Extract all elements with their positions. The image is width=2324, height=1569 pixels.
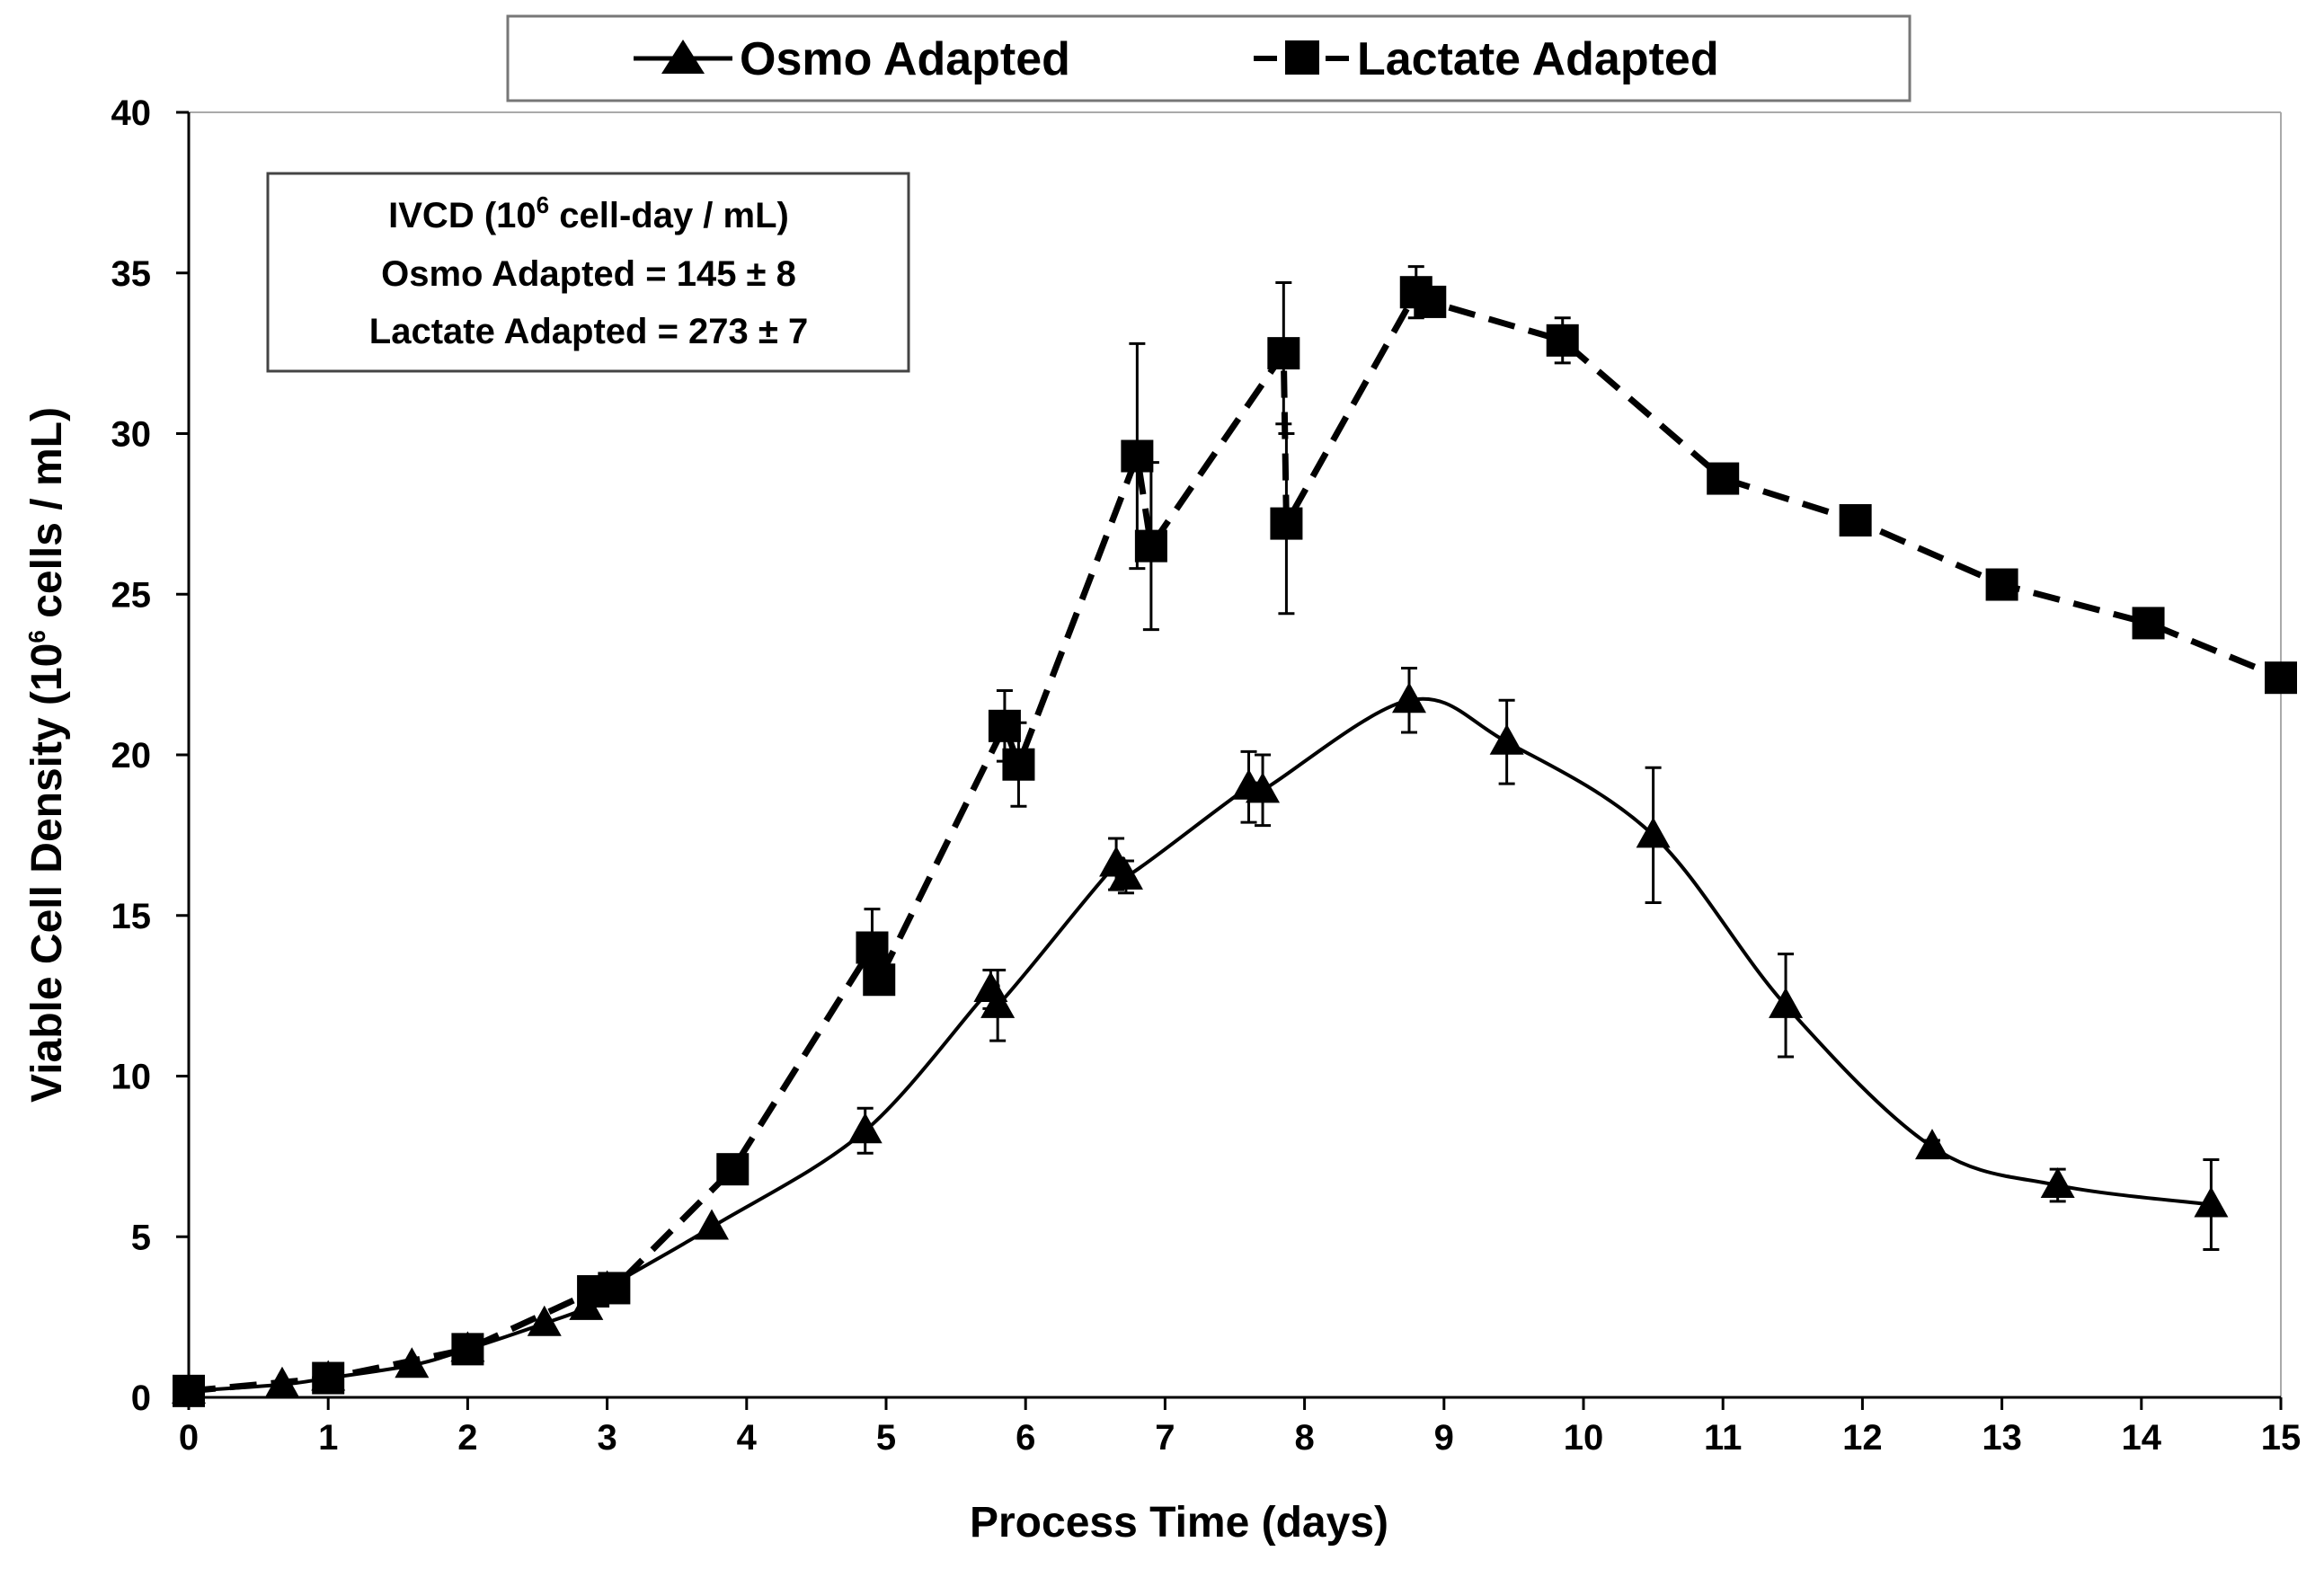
- lactate-data-point: [1002, 748, 1035, 781]
- annotation-frame: [266, 172, 910, 373]
- annotation-line-1-pre: IVCD (10: [388, 196, 537, 235]
- y-tick-label: 25: [111, 575, 152, 615]
- x-tick-label: 2: [457, 1418, 477, 1458]
- osmo-data-point: [569, 1289, 604, 1320]
- legend-osmo-label: Osmo Adapted: [740, 33, 1070, 85]
- x-tick-label: 1: [318, 1418, 338, 1458]
- osmo-data-point: [311, 1360, 346, 1391]
- x-tick-label: 14: [2122, 1418, 2162, 1458]
- y-tick-label: 15: [111, 897, 152, 936]
- annotation-line-3: Lactate Adapted = 273 ± 7: [369, 312, 808, 351]
- x-tick-label: 7: [1155, 1418, 1175, 1458]
- legend-osmo-triangle-icon: [661, 40, 705, 74]
- lactate-data-point: [1267, 337, 1300, 370]
- osmo-data-point: [527, 1305, 562, 1336]
- x-tick-label: 12: [1842, 1418, 1883, 1458]
- x-tick-label: 11: [1704, 1418, 1742, 1458]
- osmo-data-point: [395, 1347, 430, 1378]
- x-tick-label: 3: [597, 1418, 616, 1458]
- y-tick-label: 40: [111, 93, 152, 133]
- x-tick-label: 8: [1294, 1418, 1314, 1458]
- osmo-data-point: [1769, 987, 1804, 1018]
- lactate-data-point: [1134, 529, 1167, 563]
- annotation-line-1: IVCD (106 cell-day / mL): [388, 191, 789, 235]
- lactate-data-point: [1707, 462, 1740, 495]
- y-axis-ticks: 0 5 10 15 20 25 30 35 40: [111, 93, 189, 1418]
- osmo-data-point: [1246, 772, 1281, 803]
- annotation-line-1-post: cell-day / mL): [549, 196, 789, 235]
- x-tick-label: 0: [179, 1418, 199, 1458]
- y-tick-label: 35: [111, 254, 152, 294]
- legend-lactate-label: Lactate Adapted: [1357, 33, 1719, 85]
- lactate-data-point: [2265, 661, 2297, 695]
- y-tick-label: 0: [131, 1378, 151, 1418]
- osmo-line: [188, 696, 2212, 1393]
- osmo-data-point: [172, 1372, 206, 1404]
- lactate-data-point: [863, 963, 896, 997]
- osmo-data-point: [1489, 723, 1524, 755]
- x-tick-label: 6: [1016, 1418, 1035, 1458]
- lactate-data-point: [1414, 285, 1447, 318]
- annotation-line-2: Osmo Adapted = 145 ± 8: [381, 254, 796, 294]
- y-tick-label: 10: [111, 1058, 152, 1097]
- x-tick-label: 10: [1564, 1418, 1604, 1458]
- osmo-data-point: [1636, 817, 1671, 848]
- lactate-data-point: [1270, 507, 1303, 540]
- lactate-data-point: [1985, 568, 2018, 601]
- lactate-data-point: [1121, 439, 1154, 473]
- lactate-data-point: [716, 1153, 750, 1186]
- x-axis-title: Process Time (days): [970, 1499, 1388, 1547]
- osmo-data-point: [2040, 1167, 2075, 1199]
- x-tick-label: 4: [737, 1418, 758, 1458]
- y-axis-title-tail: cells / mL): [23, 407, 71, 630]
- x-tick-label: 15: [2261, 1418, 2302, 1458]
- osmo-data-point: [980, 987, 1016, 1018]
- lactate-data-point: [1839, 504, 1872, 537]
- lactate-data-point: [856, 931, 889, 964]
- series-osmo-adapted: [172, 666, 2229, 1404]
- annotation-line-1-sup: 6: [537, 191, 549, 218]
- lactate-data-point: [988, 709, 1021, 742]
- x-tick-label: 5: [876, 1418, 896, 1458]
- legend-frame: [506, 14, 1912, 102]
- osmo-data-point: [264, 1366, 299, 1397]
- legend: Osmo Adapted Lactate Adapted: [506, 14, 1912, 102]
- y-tick-label: 5: [131, 1218, 151, 1257]
- y-tick-label: 20: [111, 736, 152, 776]
- osmo-data-point: [450, 1331, 485, 1362]
- osmo-data-point: [2194, 1186, 2229, 1218]
- legend-lactate-square-icon: [1285, 40, 1319, 75]
- x-tick-label: 9: [1434, 1418, 1454, 1458]
- y-axis-title-main: Viable Cell Density (10: [23, 643, 71, 1103]
- series-layer: [172, 265, 2297, 1407]
- osmo-data-point: [1392, 682, 1426, 714]
- y-tick-label: 30: [111, 415, 152, 455]
- y-axis-title: Viable Cell Density (106 cells / mL): [23, 407, 71, 1103]
- series-lactate-adapted: [173, 265, 2297, 1407]
- x-tick-label: 13: [1982, 1418, 2022, 1458]
- osmo-data-point: [695, 1209, 729, 1240]
- osmo-data-point: [1108, 858, 1143, 890]
- osmo-data-point: [590, 1270, 625, 1301]
- osmo-data-point: [1915, 1129, 1949, 1160]
- x-axis-ticks: 0 1 2 3 4 5 6 7 8 9 10 11 12 13 14 15: [179, 1397, 2301, 1458]
- lactate-line: [188, 288, 2283, 1395]
- lactate-data-point: [1546, 324, 1579, 357]
- ivcd-annotation: IVCD (106 cell-day / mL) Osmo Adapted = …: [266, 172, 910, 373]
- lactate-data-point: [2132, 607, 2165, 640]
- osmo-data-point: [847, 1112, 883, 1144]
- y-axis-title-sup: 6: [23, 630, 50, 643]
